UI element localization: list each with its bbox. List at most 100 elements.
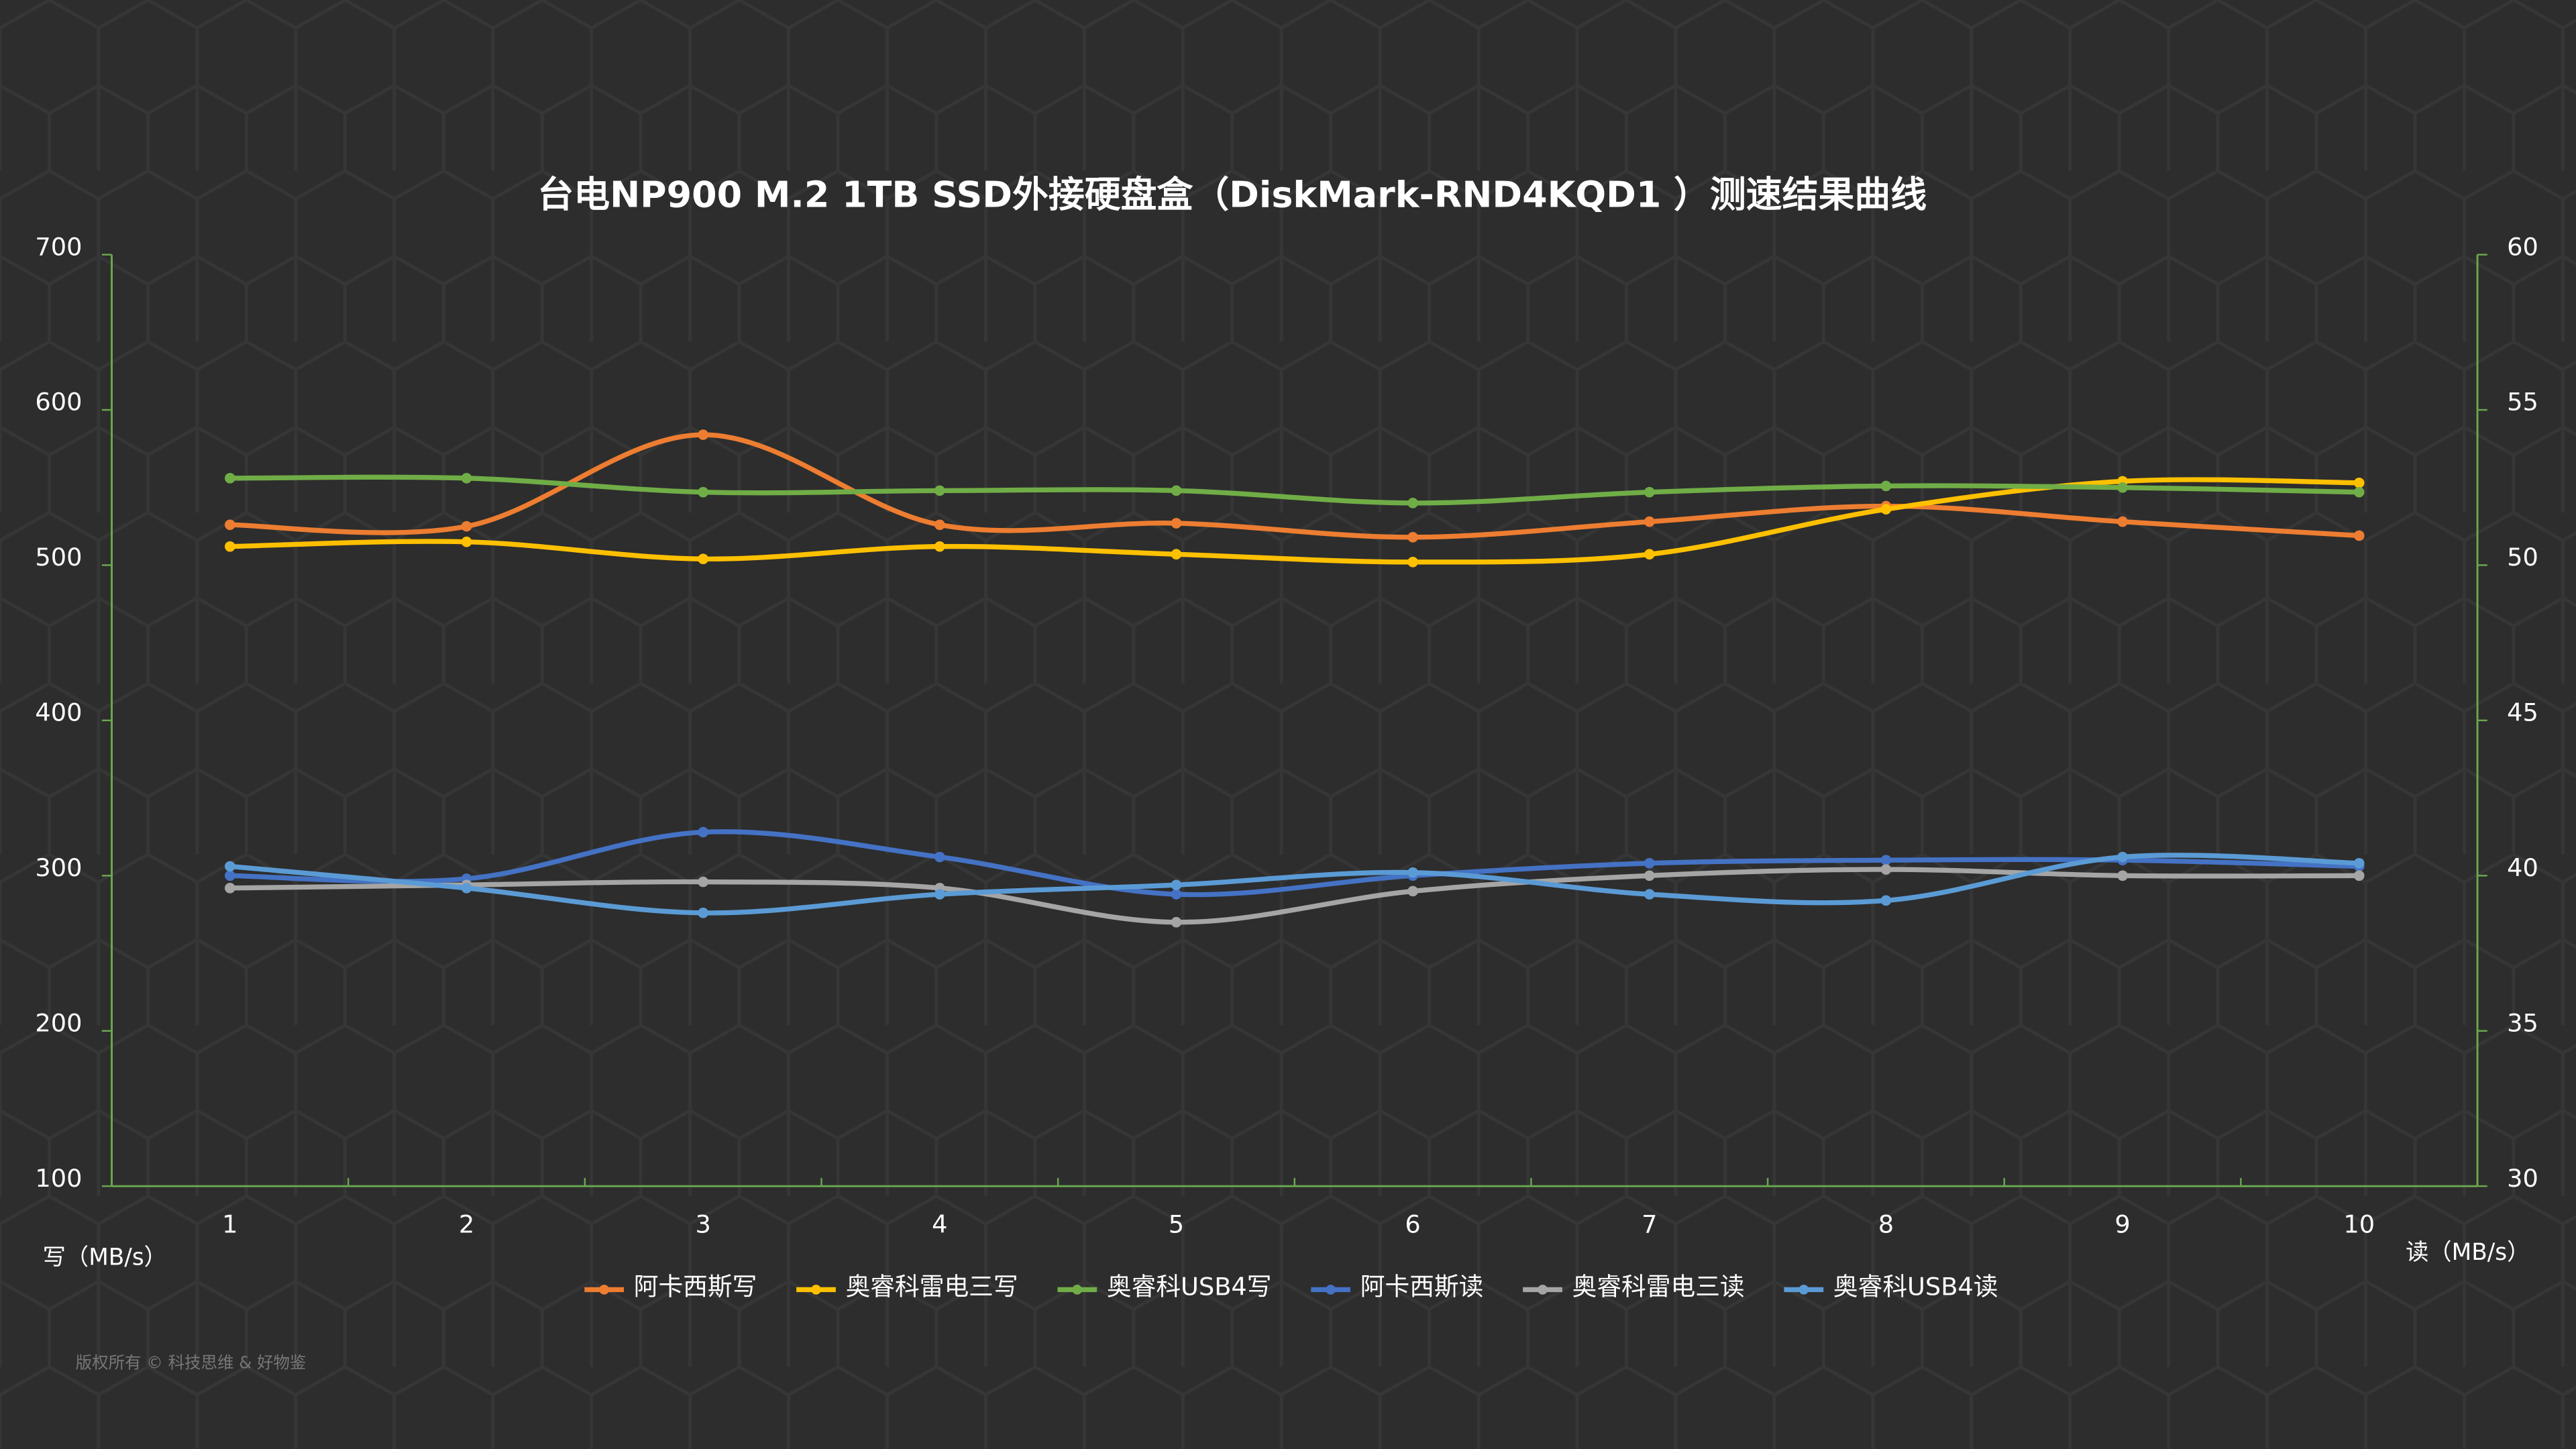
legend-dot — [811, 1285, 821, 1295]
data-point — [698, 826, 708, 838]
y-axis-label: 写（MB/s） — [43, 1244, 167, 1271]
data-point — [225, 519, 235, 531]
data-point — [1644, 870, 1655, 881]
series-line — [229, 477, 2359, 565]
legend-dot — [1799, 1285, 1809, 1295]
y2-tick-label: 45 — [2507, 698, 2538, 727]
data-point — [2117, 851, 2128, 863]
data-point — [698, 876, 708, 888]
x-tick-label: 1 — [222, 1210, 237, 1238]
data-point — [461, 473, 472, 484]
data-point — [1407, 498, 1418, 508]
legend-label: 阿卡西斯写 — [634, 1273, 757, 1301]
legend-label: 阿卡西斯读 — [1360, 1273, 1484, 1301]
data-point — [1644, 516, 1655, 527]
data-point — [1171, 518, 1182, 529]
series-line — [229, 474, 2359, 506]
y2-tick-label: 40 — [2507, 853, 2538, 882]
y-tick-label: 300 — [35, 853, 82, 882]
data-point — [1171, 485, 1182, 496]
y-tick-label: 100 — [35, 1164, 82, 1193]
data-point — [698, 908, 708, 918]
data-point — [1880, 864, 1892, 875]
data-point — [461, 882, 472, 894]
data-point — [2117, 482, 2128, 493]
legend-label: 奥睿科雷电三读 — [1572, 1273, 1745, 1301]
x-tick-label: 4 — [932, 1210, 947, 1238]
series-line — [229, 853, 2359, 916]
data-point — [2353, 857, 2365, 869]
x-tick-label: 9 — [2114, 1210, 2130, 1238]
data-point — [461, 521, 472, 532]
data-point — [1171, 889, 1182, 900]
copyright: 版权所有 © 科技思维 & 好物鉴 — [76, 1353, 307, 1373]
legend-dot — [1538, 1285, 1548, 1295]
data-point — [934, 541, 945, 552]
y2-tick-label: 55 — [2507, 388, 2538, 417]
data-point — [2353, 486, 2365, 498]
y2-tick-label: 60 — [2507, 232, 2538, 261]
data-point — [225, 473, 235, 484]
series-line — [229, 867, 2359, 925]
legend-dot — [1326, 1285, 1336, 1295]
data-point — [1407, 867, 1418, 878]
series-line — [229, 432, 2359, 540]
data-point — [934, 519, 945, 531]
data-point — [1880, 895, 1892, 906]
data-point — [225, 870, 235, 881]
y-tick-label: 600 — [35, 388, 82, 417]
data-point — [1644, 889, 1655, 900]
data-point — [934, 485, 945, 496]
x-tick-label: 5 — [1169, 1210, 1184, 1238]
x-tick-label: 2 — [459, 1210, 474, 1238]
data-point — [1171, 549, 1182, 560]
data-point — [1171, 879, 1182, 891]
legend-label: 奥睿科雷电三写 — [846, 1273, 1018, 1301]
legend-label: 奥睿科USB4读 — [1833, 1273, 1998, 1301]
data-point — [2353, 530, 2365, 541]
data-point — [2353, 477, 2365, 488]
data-point — [1407, 556, 1418, 568]
x-tick-label: 6 — [1405, 1210, 1420, 1238]
data-point — [698, 429, 708, 440]
data-point — [1880, 480, 1892, 492]
x-tick-label: 3 — [695, 1210, 710, 1238]
data-point — [1644, 549, 1655, 560]
data-point — [461, 536, 472, 547]
data-point — [934, 851, 945, 863]
data-point — [225, 861, 235, 872]
data-point — [698, 553, 708, 565]
data-point — [2353, 870, 2365, 881]
data-point — [1644, 857, 1655, 869]
y2-axis-label: 读（MB/s） — [2406, 1239, 2530, 1266]
y-tick-label: 500 — [35, 543, 82, 572]
data-point — [1171, 916, 1182, 928]
data-point — [2117, 516, 2128, 527]
data-point — [1644, 486, 1655, 498]
data-point — [1407, 531, 1418, 543]
series-line — [229, 829, 2359, 898]
data-point — [2117, 870, 2128, 881]
data-point — [1880, 855, 1892, 865]
y-tick-label: 400 — [35, 698, 82, 727]
x-tick-label: 7 — [1642, 1210, 1657, 1238]
data-point — [225, 882, 235, 894]
data-point — [698, 486, 708, 498]
x-tick-label: 10 — [2343, 1210, 2375, 1238]
y2-tick-label: 35 — [2507, 1008, 2538, 1037]
chart-title: 台电NP900 M.2 1TB SSD外接硬盘盒（DiskMark-RND4KQ… — [537, 174, 1927, 216]
y-tick-label: 200 — [35, 1008, 82, 1037]
data-point — [1880, 504, 1892, 515]
y-tick-label: 700 — [35, 232, 82, 261]
legend-dot — [599, 1285, 610, 1295]
data-point — [1407, 885, 1418, 897]
x-tick-label: 8 — [1878, 1210, 1894, 1238]
y2-tick-label: 50 — [2507, 543, 2538, 572]
legend-label: 奥睿科USB4写 — [1107, 1273, 1272, 1301]
data-point — [934, 889, 945, 900]
data-point — [225, 541, 235, 552]
legend-dot — [1072, 1285, 1083, 1295]
